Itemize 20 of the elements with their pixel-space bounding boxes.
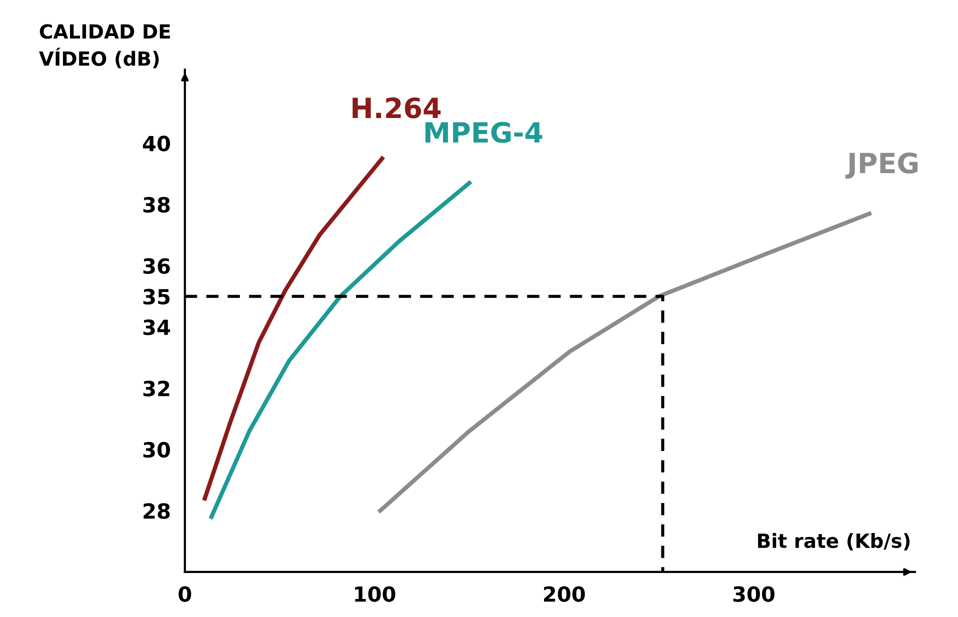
series-label: MPEG-4 [425, 122, 542, 143]
series-label: H.264 [352, 97, 441, 118]
y-tick-label: 36 [143, 258, 170, 274]
x-axis-title: Bit rate (Kb/s) [758, 533, 910, 550]
x-tick-label: 100 [355, 586, 396, 602]
y-tick-label: 30 [143, 442, 170, 458]
y-tick-label: 35 [143, 288, 170, 305]
y-tick-label: 28 [144, 503, 170, 519]
line-series [209, 180, 472, 519]
series-label: JPEG [845, 152, 918, 179]
x-tick-label: 200 [544, 586, 585, 602]
line-series [378, 212, 872, 513]
x-tick-label: 0 [178, 586, 192, 602]
y-tick-label: 38 [143, 196, 170, 213]
y-tick-label: 32 [143, 380, 170, 396]
y-tick-label: 40 [142, 136, 170, 152]
y-axis-title: CALIDAD DE VÍDEO (dB) [38, 24, 170, 68]
y-tick-label: 34 [143, 319, 170, 336]
x-tick-label: 300 [733, 586, 774, 602]
line-series [202, 156, 384, 501]
